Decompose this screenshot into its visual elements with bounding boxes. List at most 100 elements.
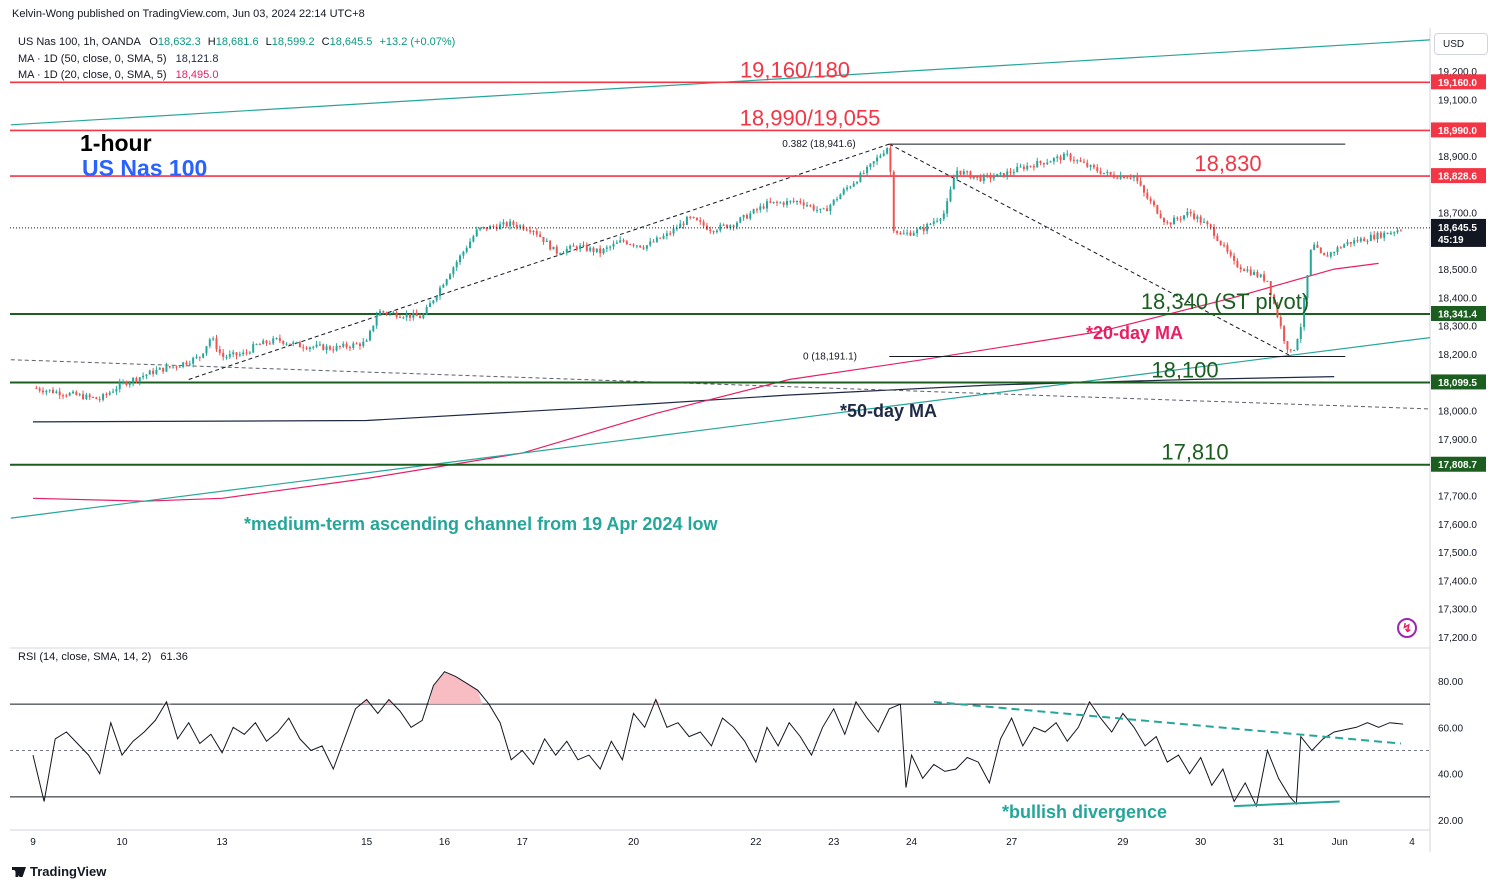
- candle[interactable]: [1379, 232, 1382, 238]
- candle[interactable]: [482, 226, 485, 228]
- candle[interactable]: [589, 247, 592, 251]
- candle[interactable]: [1006, 171, 1009, 177]
- fib-trend-up-line[interactable]: [188, 143, 890, 380]
- candle[interactable]: [1293, 349, 1296, 351]
- candle[interactable]: [1193, 213, 1196, 219]
- candle[interactable]: [42, 390, 45, 393]
- candle[interactable]: [172, 366, 175, 368]
- candle[interactable]: [88, 394, 91, 397]
- candle[interactable]: [866, 167, 869, 174]
- candle[interactable]: [362, 341, 365, 347]
- candle[interactable]: [722, 224, 725, 226]
- candle[interactable]: [1163, 218, 1166, 223]
- candle[interactable]: [439, 287, 442, 297]
- candle[interactable]: [202, 353, 205, 358]
- candle[interactable]: [809, 205, 812, 207]
- main-pane[interactable]: [10, 37, 1479, 519]
- candle[interactable]: [1329, 252, 1332, 257]
- candle[interactable]: [1116, 177, 1119, 179]
- candle[interactable]: [1276, 303, 1279, 318]
- candle[interactable]: [842, 189, 845, 195]
- candle[interactable]: [252, 344, 255, 353]
- candle[interactable]: [372, 325, 375, 331]
- candle[interactable]: [225, 356, 228, 358]
- candle[interactable]: [959, 170, 962, 175]
- candle[interactable]: [1089, 165, 1092, 167]
- candle[interactable]: [302, 347, 305, 349]
- candle[interactable]: [1326, 255, 1329, 257]
- candle[interactable]: [725, 224, 728, 228]
- candle[interactable]: [162, 367, 165, 372]
- candle[interactable]: [655, 237, 658, 242]
- candle[interactable]: [95, 397, 98, 400]
- candle[interactable]: [125, 381, 128, 385]
- candle[interactable]: [515, 224, 518, 228]
- candle[interactable]: [102, 394, 105, 400]
- candle[interactable]: [248, 352, 251, 354]
- candle[interactable]: [98, 399, 101, 401]
- candle[interactable]: [899, 233, 902, 235]
- fib-trend-down-line[interactable]: [889, 143, 1293, 357]
- candle[interactable]: [432, 300, 435, 304]
- candle[interactable]: [405, 314, 408, 318]
- candle[interactable]: [1393, 232, 1396, 234]
- candle[interactable]: [692, 216, 695, 218]
- candle[interactable]: [72, 391, 75, 394]
- candle[interactable]: [1339, 247, 1342, 249]
- candle[interactable]: [719, 224, 722, 231]
- candle[interactable]: [232, 352, 235, 355]
- candle[interactable]: [1052, 158, 1055, 162]
- candle[interactable]: [345, 343, 348, 348]
- candle[interactable]: [599, 248, 602, 254]
- candle[interactable]: [775, 201, 778, 203]
- candle[interactable]: [208, 339, 211, 347]
- candle[interactable]: [525, 229, 528, 231]
- candle[interactable]: [1196, 216, 1199, 219]
- candle[interactable]: [622, 240, 625, 242]
- candle[interactable]: [325, 346, 328, 351]
- candle[interactable]: [1099, 171, 1102, 174]
- candle[interactable]: [1026, 165, 1029, 170]
- candle[interactable]: [872, 161, 875, 164]
- candle[interactable]: [702, 221, 705, 226]
- candle[interactable]: [1313, 244, 1316, 250]
- ma50-legend[interactable]: MA · 1D (50, close, 0, SMA, 5) 18,121.8: [18, 53, 218, 65]
- candle[interactable]: [946, 201, 949, 214]
- candle[interactable]: [802, 202, 805, 206]
- candle[interactable]: [472, 236, 475, 242]
- candle[interactable]: [1213, 227, 1216, 236]
- candle[interactable]: [729, 225, 732, 228]
- candle[interactable]: [452, 267, 455, 275]
- candle[interactable]: [996, 173, 999, 178]
- candle[interactable]: [288, 343, 291, 345]
- candle[interactable]: [592, 247, 595, 252]
- candle[interactable]: [1106, 171, 1109, 173]
- candle[interactable]: [48, 389, 51, 391]
- candle[interactable]: [739, 217, 742, 223]
- candle[interactable]: [635, 245, 638, 247]
- candle[interactable]: [869, 163, 872, 168]
- candle[interactable]: [55, 391, 58, 394]
- candle[interactable]: [235, 352, 238, 356]
- currency-button[interactable]: USD: [1434, 33, 1488, 55]
- candle[interactable]: [45, 390, 48, 393]
- candle[interactable]: [1243, 269, 1246, 271]
- candle[interactable]: [65, 395, 68, 397]
- ma20-line[interactable]: [32, 262, 1379, 502]
- candle[interactable]: [292, 342, 295, 345]
- candle[interactable]: [152, 370, 155, 374]
- candle[interactable]: [262, 340, 265, 345]
- candle[interactable]: [355, 343, 358, 345]
- candle[interactable]: [182, 362, 185, 367]
- candle[interactable]: [128, 382, 131, 385]
- candle[interactable]: [358, 343, 361, 347]
- candle[interactable]: [82, 394, 85, 400]
- candle[interactable]: [989, 174, 992, 179]
- candle[interactable]: [1139, 181, 1142, 186]
- candle[interactable]: [519, 225, 522, 228]
- candle[interactable]: [148, 370, 151, 375]
- candle[interactable]: [138, 377, 141, 382]
- candle[interactable]: [512, 221, 515, 225]
- candle[interactable]: [108, 392, 111, 395]
- candle[interactable]: [926, 224, 929, 232]
